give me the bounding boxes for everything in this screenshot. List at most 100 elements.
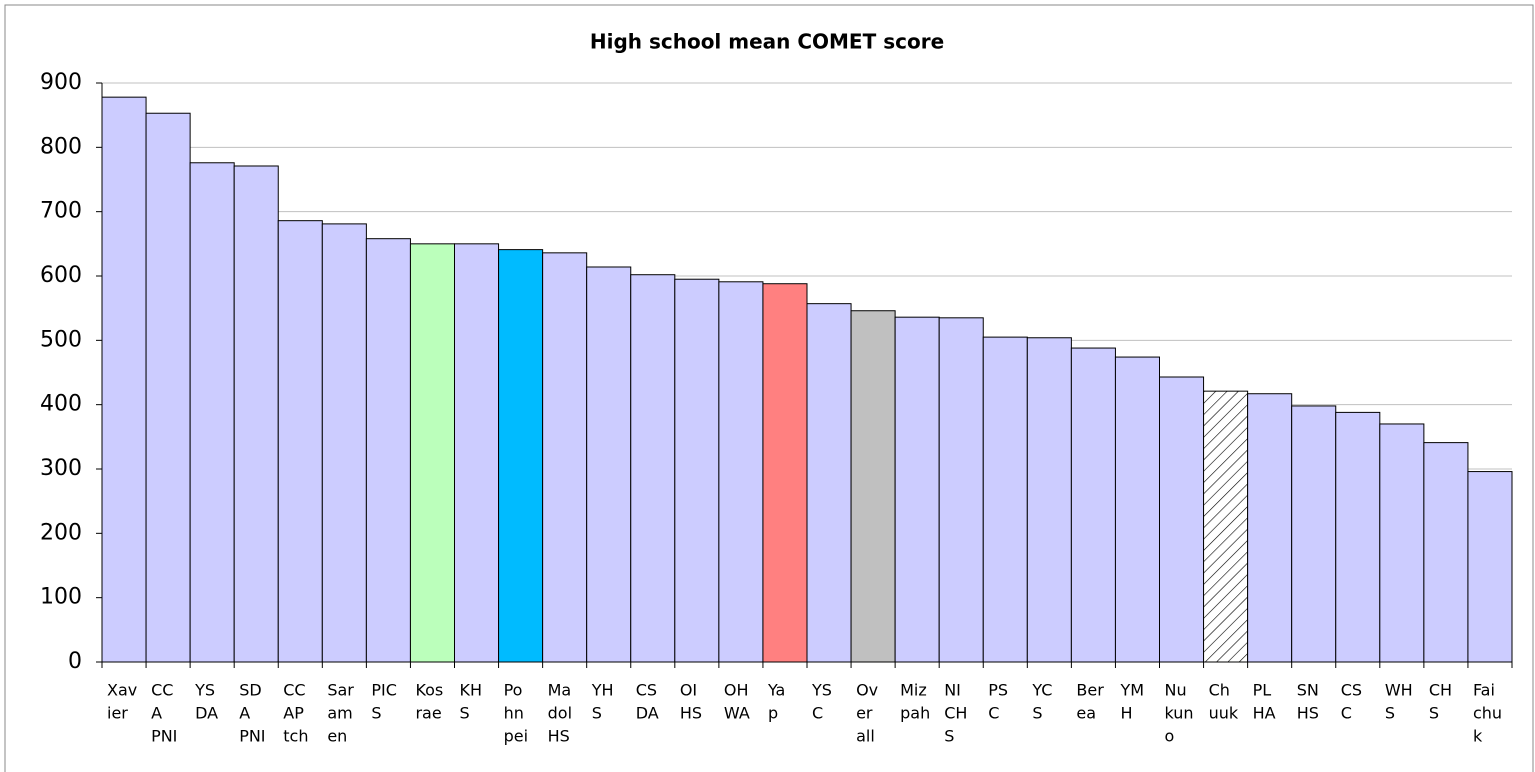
bar	[1467, 471, 1513, 663]
bar	[409, 243, 455, 663]
x-tick-label: dol	[548, 704, 572, 723]
x-tick-label: k	[1473, 727, 1483, 746]
x-tick-label: KH	[460, 681, 483, 700]
x-tick-label: Nu	[1165, 681, 1187, 700]
bar	[454, 243, 500, 663]
bar	[1247, 393, 1293, 663]
x-tick-label: S	[1385, 704, 1395, 723]
x-tick-label: HS	[1297, 704, 1319, 723]
x-tick-label: Kos	[415, 681, 443, 700]
x-tick-label: Ch	[1209, 681, 1230, 700]
x-tick-label: HS	[548, 727, 570, 746]
x-tick-label: hn	[504, 704, 524, 723]
x-tick-label: S	[460, 704, 470, 723]
bar	[762, 283, 808, 663]
x-tick-label: all	[856, 727, 875, 746]
x-tick-label: am	[327, 704, 352, 723]
x-tick-label: ier	[107, 704, 128, 723]
bar	[101, 96, 147, 663]
x-tick-label: Miz	[900, 681, 927, 700]
x-tick-label: YS	[811, 681, 832, 700]
x-tick-label: A	[239, 704, 250, 723]
x-tick-label: S	[371, 704, 381, 723]
x-tick-label: PNI	[239, 727, 265, 746]
x-tick-label: YC	[1031, 681, 1052, 700]
x-tick-label: YS	[194, 681, 215, 700]
x-tick-label: Ma	[548, 681, 572, 700]
x-tick-label: o	[1165, 727, 1175, 746]
x-tick-label: S	[592, 704, 602, 723]
chart-title: High school mean COMET score	[590, 30, 944, 54]
bar	[1070, 347, 1116, 663]
x-tick-label: pah	[900, 704, 930, 723]
bar	[1379, 423, 1425, 663]
x-tick-label: tch	[283, 727, 308, 746]
x-tick-label: CS	[1341, 681, 1362, 700]
x-tick-label: Ov	[856, 681, 878, 700]
x-tick-label: CH	[1429, 681, 1452, 700]
bar	[938, 317, 984, 663]
x-tick-label: S	[944, 727, 954, 746]
x-tick-label: YH	[591, 681, 614, 700]
bar	[586, 266, 632, 663]
bar	[498, 249, 544, 663]
bar	[630, 274, 676, 663]
bar	[1335, 411, 1381, 663]
bar	[1114, 356, 1160, 663]
x-tick-label: DA	[636, 704, 659, 723]
y-tick-label: 100	[40, 585, 82, 610]
y-tick-label: 500	[40, 327, 82, 352]
x-tick-label: WA	[724, 704, 750, 723]
x-tick-label: chu	[1473, 704, 1502, 723]
x-tick-label: C	[988, 704, 999, 723]
x-tick-label: YM	[1119, 681, 1144, 700]
x-tick-label: H	[1120, 704, 1132, 723]
x-tick-label: CC	[151, 681, 173, 700]
x-tick-label: PS	[988, 681, 1008, 700]
x-tick-label: DA	[195, 704, 218, 723]
x-tick-label: Ber	[1076, 681, 1104, 700]
x-tick-label: AP	[283, 704, 304, 723]
bar	[850, 310, 896, 663]
x-tick-label: OI	[680, 681, 697, 700]
x-tick-label: Sar	[327, 681, 354, 700]
x-tick-label: NI	[944, 681, 961, 700]
x-tick-label: er	[856, 704, 873, 723]
x-tick-label: Fai	[1473, 681, 1495, 700]
x-tick-label: HS	[680, 704, 702, 723]
y-tick-label: 0	[68, 649, 82, 674]
bar	[145, 112, 191, 663]
bar	[894, 316, 940, 663]
x-tick-label: PL	[1253, 681, 1272, 700]
bar	[718, 281, 764, 663]
y-tick-label: 400	[40, 392, 82, 417]
x-tick-label: p	[768, 704, 778, 723]
x-tick-label: uuk	[1209, 704, 1239, 723]
bar	[1291, 405, 1337, 663]
bar	[542, 252, 588, 663]
bar	[365, 238, 411, 663]
y-tick-label: 300	[40, 456, 82, 481]
x-tick-label: PNI	[151, 727, 177, 746]
bar	[321, 223, 367, 663]
bar	[674, 278, 720, 663]
x-tick-label: C	[1341, 704, 1352, 723]
x-tick-label: SD	[239, 681, 261, 700]
x-tick-label: Po	[504, 681, 523, 700]
x-tick-label: HA	[1253, 704, 1276, 723]
x-tick-label: WH	[1385, 681, 1413, 700]
bar	[806, 303, 852, 663]
y-tick-label: 900	[40, 70, 82, 95]
x-tick-label: OH	[724, 681, 749, 700]
x-tick-label: C	[812, 704, 823, 723]
x-tick-label: pei	[504, 727, 528, 746]
bar	[277, 220, 323, 663]
bar	[1423, 442, 1469, 663]
x-tick-label: en	[327, 727, 347, 746]
y-tick-label: 600	[40, 263, 82, 288]
y-tick-label: 200	[40, 520, 82, 545]
x-tick-label: ea	[1076, 704, 1096, 723]
y-tick-label: 700	[40, 199, 82, 224]
x-tick-label: S	[1429, 704, 1439, 723]
